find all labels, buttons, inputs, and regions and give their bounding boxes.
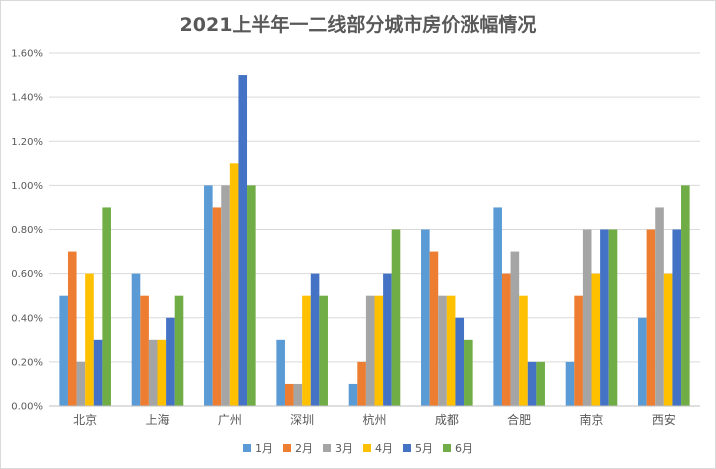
- bar-1月-南京: [565, 361, 575, 406]
- legend-item: 4月: [363, 440, 393, 456]
- bar-4月-合肥: [519, 295, 528, 406]
- bar-5月-北京: [93, 339, 103, 406]
- y-axis-ticks: 0.00% 0.20% 0.40% 0.60% 0.80% 1.00% 1.20% 1.40%…: [11, 49, 43, 413]
- bar-3月-合肥: [510, 251, 520, 406]
- bar-4月-南京: [591, 273, 601, 406]
- x-tick-label: 成都: [435, 413, 459, 427]
- bar-2月-广州: [212, 207, 222, 406]
- legend-label: 3月: [335, 442, 353, 455]
- bar-3月-上海: [148, 339, 158, 406]
- legend-item: 6月: [443, 440, 473, 456]
- legend-swatch: [363, 444, 371, 452]
- y-tick-label: 0.80%: [11, 225, 43, 236]
- legend-swatch: [323, 444, 331, 452]
- bar-2月-深圳: [284, 383, 294, 406]
- bar-1月-深圳: [276, 339, 285, 406]
- legend-label: 4月: [375, 442, 393, 455]
- legend-item: 2月: [283, 440, 313, 456]
- y-tick-label: 1.60%: [11, 49, 43, 60]
- bar-6月-合肥: [536, 361, 545, 406]
- x-axis: 北京 上海 广州 深圳 杭州 成都 合肥 南京 西安: [49, 405, 700, 427]
- bar-6月-北京: [102, 207, 111, 406]
- x-tick-label: 上海: [145, 412, 169, 427]
- bar-1月-成都: [421, 229, 430, 406]
- bars: [59, 75, 690, 406]
- y-tick-label: 1.40%: [11, 93, 43, 104]
- bar-6月-杭州: [391, 229, 401, 406]
- legend-swatch: [443, 444, 451, 452]
- bar-4月-杭州: [374, 295, 384, 406]
- bar-2月-北京: [67, 251, 77, 406]
- chart-title: 2021上半年一二线部分城市房价涨幅情况: [179, 14, 537, 36]
- bar-2月-成都: [429, 251, 439, 406]
- bar-5月-成都: [455, 317, 465, 406]
- legend-swatch: [403, 444, 411, 452]
- bar-4月-广州: [229, 163, 239, 406]
- bar-1月-合肥: [493, 207, 502, 406]
- bar-1月-上海: [131, 273, 141, 406]
- bar-3月-北京: [76, 361, 86, 406]
- legend-item: 1月: [243, 440, 273, 456]
- bar-3月-广州: [221, 185, 230, 406]
- x-tick-label: 广州: [218, 413, 242, 427]
- bar-3月-杭州: [365, 295, 375, 406]
- bar-6月-深圳: [319, 295, 328, 406]
- bar-2月-西安: [646, 229, 656, 406]
- legend-item: 5月: [403, 440, 433, 456]
- bar-3月-西安: [655, 207, 664, 406]
- bar-5月-杭州: [383, 273, 392, 406]
- bar-1月-西安: [638, 317, 647, 406]
- x-tick-label: 合肥: [507, 412, 531, 427]
- bar-6月-成都: [464, 339, 473, 406]
- bar-6月-西安: [681, 185, 690, 406]
- bar-3月-深圳: [293, 383, 303, 406]
- legend-item: 3月: [323, 440, 353, 456]
- legend-label: 2月: [295, 442, 313, 455]
- x-tick-label: 南京: [579, 412, 603, 427]
- bar-3月-成都: [438, 295, 447, 406]
- bar-2月-上海: [140, 295, 149, 406]
- bar-2月-合肥: [501, 273, 511, 406]
- bar-3月-南京: [582, 229, 592, 406]
- y-tick-label: 1.00%: [11, 181, 43, 192]
- bar-4月-上海: [157, 339, 167, 406]
- y-tick-label: 0.00%: [11, 402, 43, 413]
- y-tick-label: 1.20%: [11, 137, 43, 148]
- bar-6月-南京: [608, 229, 618, 406]
- bar-4月-深圳: [302, 295, 311, 406]
- legend-label: 6月: [455, 442, 473, 455]
- bar-5月-合肥: [527, 361, 537, 406]
- x-tick-label: 杭州: [362, 412, 386, 427]
- bar-4月-西安: [663, 273, 673, 406]
- bar-5月-西安: [672, 229, 682, 406]
- legend: 1月 2月 3月 4月 5月 6月: [0, 440, 716, 456]
- bar-5月-上海: [166, 317, 175, 406]
- bar-2月-杭州: [357, 361, 366, 406]
- legend-label: 1月: [255, 442, 273, 455]
- y-tick-label: 0.60%: [11, 269, 43, 280]
- legend-swatch: [283, 444, 291, 452]
- bar-4月-成都: [446, 295, 456, 406]
- bar-1月-广州: [204, 185, 213, 406]
- bar-1月-北京: [59, 295, 68, 406]
- legend-label: 5月: [415, 442, 433, 455]
- bar-5月-南京: [600, 229, 609, 406]
- bar-5月-深圳: [310, 273, 320, 406]
- bar-6月-广州: [247, 185, 256, 406]
- bar-5月-广州: [238, 75, 248, 406]
- x-tick-label: 深圳: [290, 413, 314, 427]
- bar-2月-南京: [574, 295, 583, 406]
- y-tick-label: 0.40%: [11, 313, 43, 324]
- bar-4月-北京: [85, 273, 94, 406]
- x-tick-label: 北京: [73, 413, 97, 427]
- legend-swatch: [243, 444, 251, 452]
- y-tick-label: 0.20%: [11, 357, 43, 368]
- bar-1月-杭州: [348, 383, 358, 406]
- x-tick-label: 西安: [652, 412, 676, 427]
- bar-6月-上海: [174, 295, 184, 406]
